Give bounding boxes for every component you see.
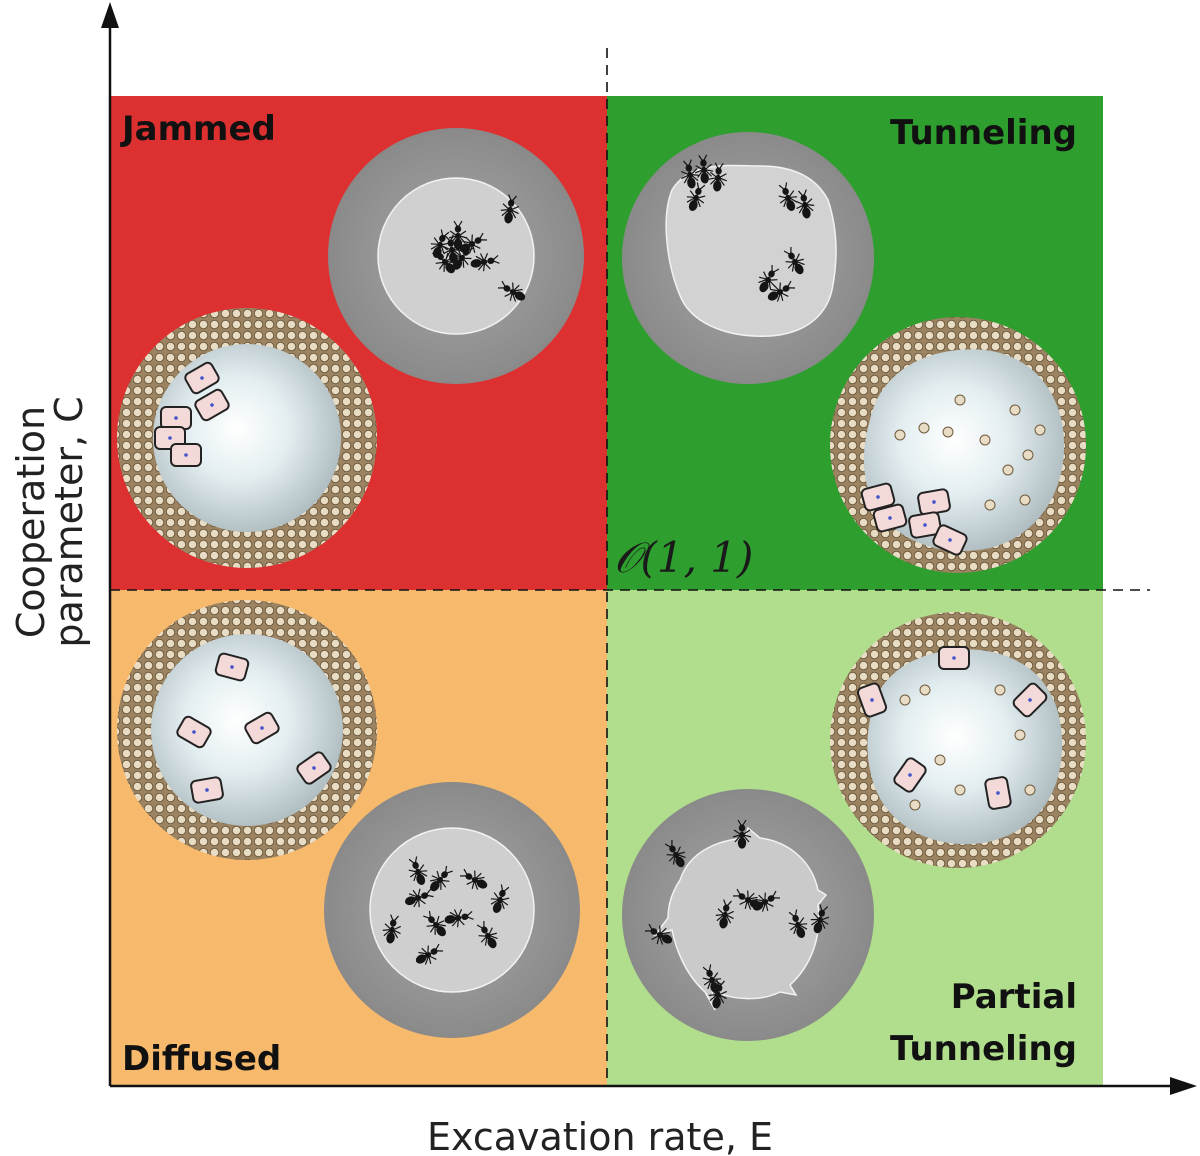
x-axis-label: Excavation rate, E — [427, 1115, 773, 1156]
label-partial: Partial — [951, 977, 1077, 1017]
ant-dish-diffused — [324, 782, 580, 1038]
y-axis-arrow-icon — [101, 2, 119, 28]
label-tunneling: Tunneling — [890, 113, 1077, 153]
label-diffused: Diffused — [122, 1039, 281, 1079]
label-jammed: Jammed — [120, 109, 276, 149]
robot-dish-partial — [830, 612, 1086, 868]
y-axis-label-line2: parameter, C — [47, 396, 91, 647]
x-axis-arrow-icon — [1170, 1077, 1197, 1095]
ant-dish-partial — [622, 789, 874, 1041]
y-axis-label-line1: Cooperation — [9, 406, 53, 638]
ant-dish-jammed — [328, 128, 584, 384]
ant-dish-tunneling — [622, 132, 874, 384]
robot-dish-jammed — [117, 308, 377, 568]
origin-label: 𝒪(1, 1) — [614, 533, 753, 582]
robot-dish-tunneling — [830, 317, 1086, 573]
robot-dish-diffused — [117, 600, 377, 860]
label-partial-tunneling: Tunneling — [890, 1029, 1077, 1069]
